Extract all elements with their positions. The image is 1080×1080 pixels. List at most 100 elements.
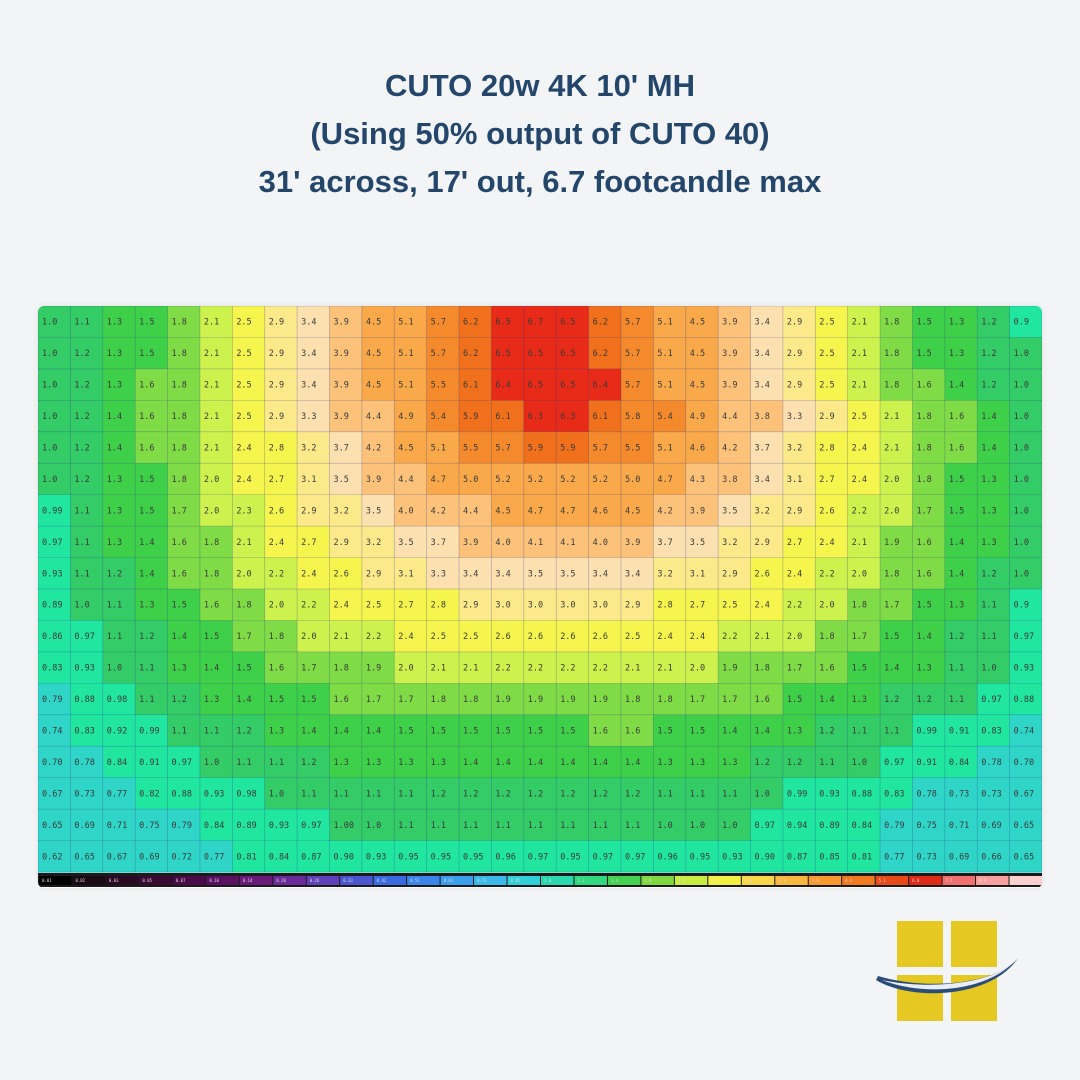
color-scale-label: 3.1 [778, 878, 786, 883]
heatmap-cell [782, 620, 816, 653]
cell-value-label: 2.5 [463, 632, 478, 642]
heatmap-cell [815, 494, 849, 527]
color-scale-label: 0.03 [109, 878, 119, 883]
cell-value-label: 1.5 [139, 475, 154, 485]
cell-value-label: 0.69 [949, 852, 969, 862]
heatmap-cell [167, 400, 201, 433]
heatmap-cell [491, 337, 525, 370]
cell-value-label: 2.1 [884, 444, 899, 454]
cell-value-label: 0.65 [1014, 821, 1034, 831]
cell-value-label: 1.5 [916, 318, 931, 328]
cell-value-label: 1.5 [690, 727, 705, 737]
heatmap-cell [750, 463, 784, 496]
heatmap-cell [847, 620, 881, 653]
cell-value-label: 1.3 [916, 664, 931, 674]
cell-value-label: 1.0 [107, 664, 122, 674]
heatmap-cell [70, 400, 104, 433]
cell-value-label: 5.1 [657, 349, 672, 359]
heatmap-cell [232, 526, 266, 559]
heatmap-cell [815, 683, 849, 716]
heatmap-cell [38, 840, 71, 873]
cell-value-label: 1.1 [398, 789, 413, 799]
cell-value-label: 0.85 [819, 852, 839, 862]
cell-value-label: 1.2 [74, 475, 89, 485]
cell-value-label: 1.8 [819, 632, 834, 642]
heatmap-cell [135, 589, 169, 622]
cell-value-label: 3.9 [333, 381, 348, 391]
heatmap-cell [264, 683, 298, 716]
cell-value-label: 0.87 [301, 852, 321, 862]
cell-value-label: 0.97 [74, 632, 94, 642]
cell-value-label: 1.2 [236, 727, 251, 737]
heatmap-cell [620, 431, 654, 464]
heatmap-cell [329, 683, 363, 716]
cell-value-label: 3.4 [463, 569, 478, 579]
heatmap-cell [297, 337, 331, 370]
heatmap-cell [232, 809, 266, 842]
heatmap-cell [880, 840, 914, 873]
heatmap-cell [944, 463, 978, 496]
heatmap-cell [847, 714, 881, 747]
heatmap-cell [912, 589, 946, 622]
cell-value-label: 3.2 [722, 538, 737, 548]
heatmap-cell [70, 809, 104, 842]
heatmap-cell [361, 746, 395, 779]
cell-value-label: 5.4 [657, 412, 672, 422]
footcandle-heatmap: 1.0 1.1 1.3 1.5 1.8 2.1 2.5 2.9 3.4 3.9 4.5 5.1 5.7 6… [38, 306, 1042, 887]
color-scale-label: 8.4 [979, 878, 987, 883]
cell-value-label: 5.9 [463, 412, 478, 422]
heatmap-cell [815, 777, 849, 810]
heatmap-cell [297, 651, 331, 684]
cell-value-label: 1.5 [916, 349, 931, 359]
heatmap-cell [426, 683, 460, 716]
cell-value-label: 4.5 [690, 318, 705, 328]
cell-value-label: 0.65 [74, 852, 94, 862]
cell-value-label: 1.3 [139, 601, 154, 611]
cell-value-label: 1.4 [366, 727, 381, 737]
heatmap-cell [102, 368, 136, 401]
cell-value-label: 6.7 [528, 318, 543, 328]
heatmap-cell [588, 589, 622, 622]
cell-value-label: 0.79 [884, 821, 904, 831]
heatmap-cell [782, 777, 816, 810]
heatmap-cell [685, 809, 719, 842]
cell-value-label: 1.0 [269, 789, 284, 799]
cell-value-label: 1.5 [949, 475, 964, 485]
color-scale-swatch [172, 876, 206, 885]
cell-value-label: 2.9 [333, 538, 348, 548]
cell-value-label: 2.4 [852, 475, 867, 485]
heatmap-cell [426, 840, 460, 873]
color-scale-swatch [674, 876, 708, 885]
heatmap-cell [718, 494, 752, 527]
cell-value-label: 1.4 [236, 695, 251, 705]
cell-value-label: 4.7 [560, 506, 575, 516]
cell-value-label: 3.7 [431, 538, 446, 548]
cell-value-label: 3.9 [625, 538, 640, 548]
cell-value-label: 3.9 [333, 349, 348, 359]
cell-value-label: 3.1 [690, 569, 705, 579]
cell-value-label: 0.75 [916, 821, 936, 831]
heatmap-cell [297, 431, 331, 464]
heatmap-cell [977, 337, 1011, 370]
heatmap-cell [394, 526, 428, 559]
cell-value-label: 1.5 [398, 727, 413, 737]
cell-value-label: 1.1 [74, 569, 89, 579]
heatmap-cell [491, 777, 525, 810]
heatmap-cell [556, 651, 590, 684]
cell-value-label: 0.84 [107, 758, 127, 768]
heatmap-cell [815, 526, 849, 559]
heatmap-cell [944, 651, 978, 684]
heatmap-cell [653, 620, 687, 653]
heatmap-cell [232, 557, 266, 590]
heatmap-cell [426, 777, 460, 810]
cell-value-label: 1.4 [139, 538, 154, 548]
heatmap-cell [880, 400, 914, 433]
cell-value-label: 1.6 [916, 569, 931, 579]
heatmap-cell [847, 683, 881, 716]
heatmap-cell [426, 809, 460, 842]
heatmap-cell [847, 431, 881, 464]
heatmap-cell [102, 494, 136, 527]
heatmap-cell [588, 683, 622, 716]
cell-value-label: 1.9 [884, 538, 899, 548]
cell-value-label: 1.1 [981, 632, 996, 642]
